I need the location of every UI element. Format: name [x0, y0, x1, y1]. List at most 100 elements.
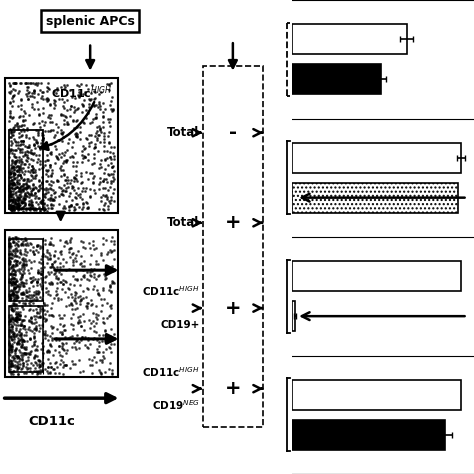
- Point: [35, 90, 42, 98]
- Point: [105, 80, 113, 88]
- Point: [30, 353, 38, 361]
- Point: [66, 154, 74, 161]
- Point: [27, 176, 35, 183]
- Point: [12, 353, 19, 360]
- Point: [10, 284, 18, 292]
- Point: [6, 191, 13, 199]
- Point: [103, 175, 110, 182]
- Point: [77, 190, 84, 197]
- Point: [9, 332, 16, 339]
- Point: [98, 163, 105, 171]
- Point: [110, 330, 118, 337]
- Point: [77, 368, 84, 376]
- Point: [93, 123, 101, 131]
- Point: [63, 259, 70, 266]
- Point: [35, 369, 42, 376]
- Point: [69, 249, 76, 257]
- Point: [12, 310, 20, 318]
- Point: [108, 97, 115, 104]
- Point: [18, 239, 26, 246]
- Point: [15, 156, 23, 164]
- Point: [59, 339, 66, 346]
- Point: [35, 287, 42, 295]
- Point: [100, 138, 108, 146]
- Point: [97, 371, 105, 378]
- Point: [35, 194, 43, 202]
- Point: [9, 345, 16, 353]
- Point: [8, 361, 16, 369]
- Point: [53, 177, 60, 185]
- Point: [50, 258, 58, 266]
- Point: [12, 326, 19, 334]
- Point: [11, 121, 19, 129]
- Point: [73, 130, 81, 137]
- Point: [10, 355, 18, 362]
- Point: [11, 153, 18, 160]
- Point: [103, 179, 111, 186]
- Point: [15, 281, 22, 288]
- Point: [98, 198, 105, 205]
- Point: [52, 89, 60, 96]
- Point: [53, 337, 60, 344]
- Bar: [5, 230, 118, 377]
- Point: [9, 179, 16, 187]
- Point: [73, 336, 81, 344]
- Point: [26, 367, 33, 374]
- Point: [65, 192, 73, 200]
- Point: [89, 356, 96, 364]
- Point: [5, 235, 13, 243]
- Point: [35, 266, 42, 274]
- Point: [11, 361, 18, 368]
- Point: [8, 181, 16, 189]
- Point: [94, 260, 102, 268]
- Point: [40, 206, 48, 214]
- Point: [24, 266, 32, 274]
- Point: [100, 132, 108, 140]
- Point: [84, 334, 92, 342]
- Point: [11, 314, 18, 321]
- Point: [33, 295, 40, 303]
- Point: [36, 207, 43, 214]
- Point: [65, 285, 73, 292]
- Point: [62, 176, 69, 183]
- Point: [49, 260, 56, 268]
- Point: [38, 321, 46, 329]
- Point: [18, 341, 26, 348]
- Point: [8, 184, 15, 191]
- Point: [21, 236, 29, 244]
- Point: [10, 274, 18, 282]
- Point: [18, 270, 26, 278]
- Point: [11, 268, 19, 276]
- Point: [48, 311, 55, 319]
- Point: [11, 283, 19, 291]
- Point: [36, 307, 44, 314]
- Point: [42, 170, 49, 178]
- Point: [85, 150, 92, 158]
- Point: [9, 193, 17, 201]
- Point: [25, 88, 33, 96]
- Point: [48, 324, 56, 331]
- Point: [11, 285, 19, 292]
- Point: [66, 245, 74, 252]
- Point: [83, 299, 91, 307]
- Point: [82, 244, 89, 252]
- Point: [26, 206, 34, 213]
- Point: [48, 118, 56, 126]
- Point: [58, 330, 66, 337]
- Point: [63, 81, 71, 89]
- Point: [14, 202, 21, 210]
- Point: [5, 260, 13, 268]
- Point: [17, 155, 25, 162]
- Point: [5, 339, 13, 346]
- Point: [98, 358, 106, 365]
- Point: [11, 284, 18, 292]
- Point: [21, 184, 28, 192]
- Point: [13, 362, 20, 370]
- Point: [21, 345, 28, 353]
- Point: [16, 149, 24, 156]
- Point: [9, 238, 17, 246]
- Point: [9, 306, 16, 314]
- Point: [41, 205, 48, 213]
- Point: [9, 164, 17, 171]
- Point: [58, 314, 65, 322]
